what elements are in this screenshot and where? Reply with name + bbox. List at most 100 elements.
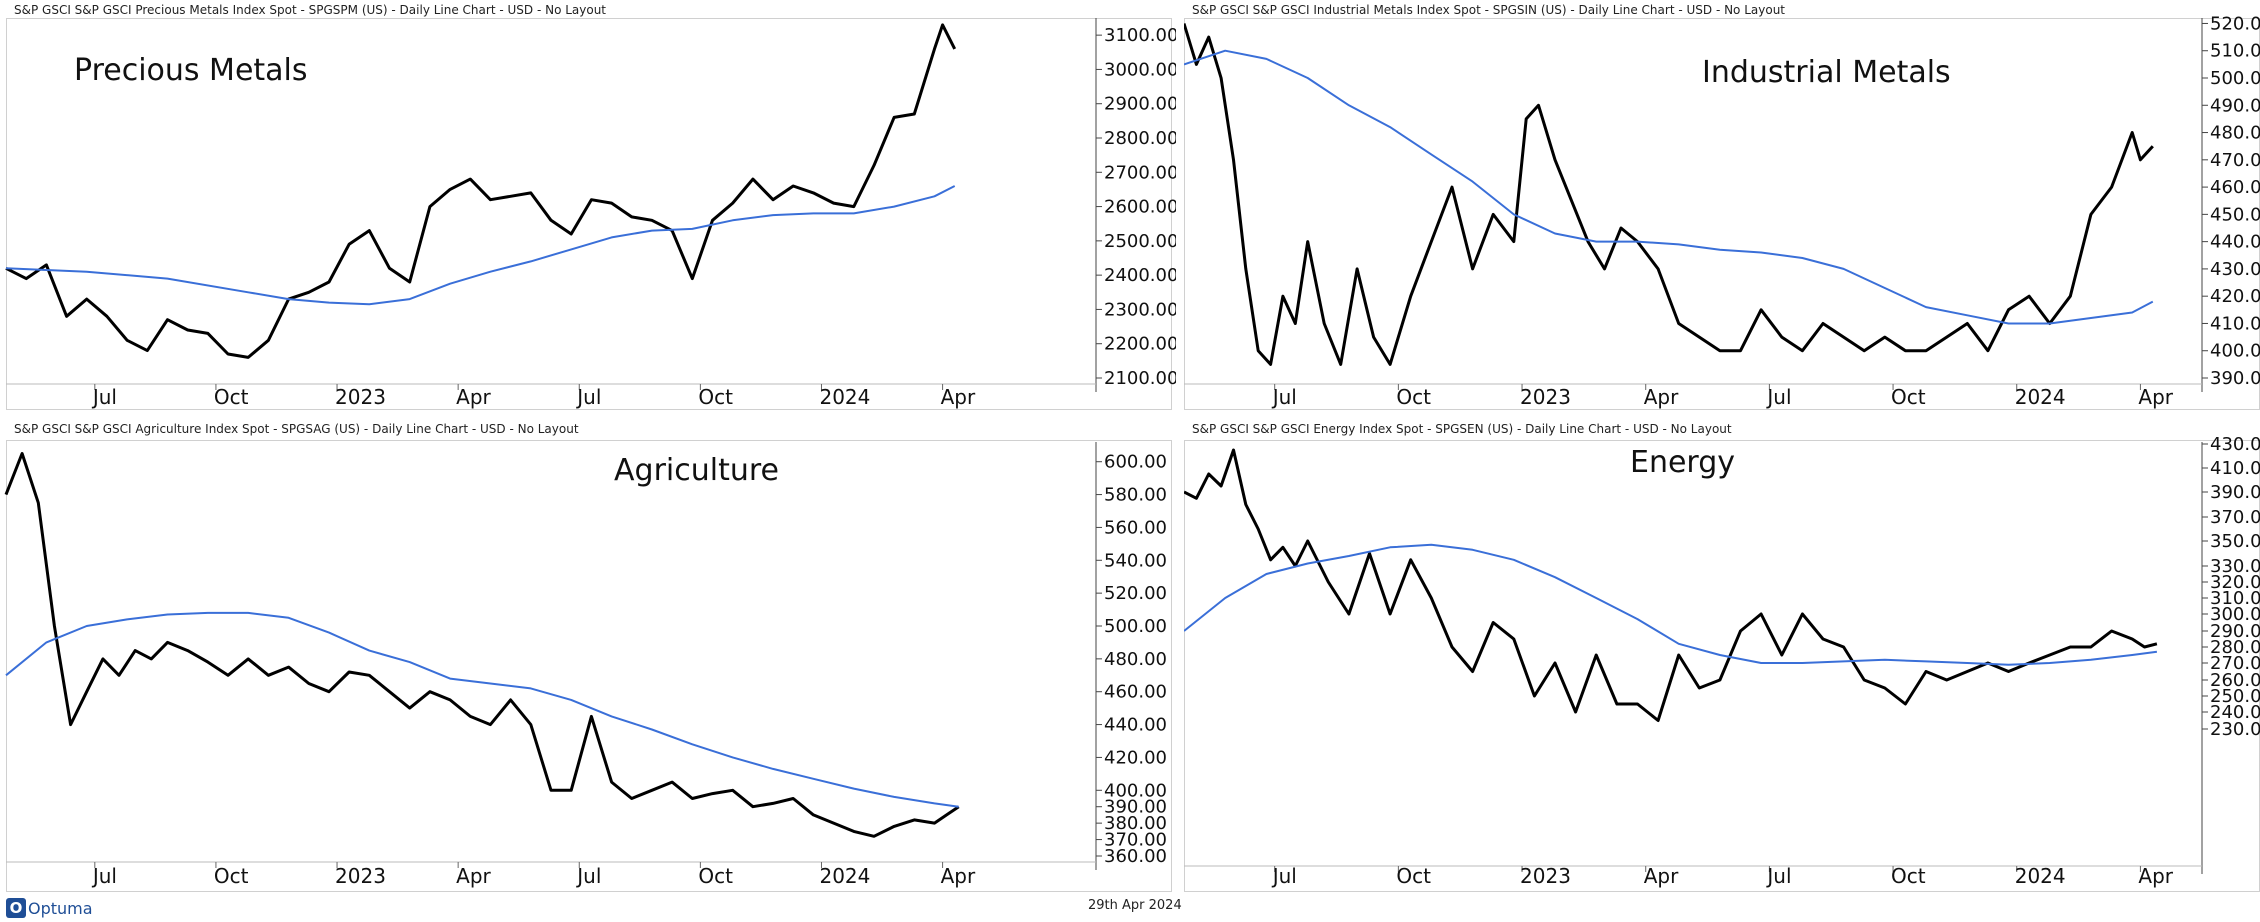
y-tick-label: 3000.00: [1104, 59, 1176, 80]
y-tick-label: 390.00: [2210, 368, 2260, 389]
x-tick-label: Jul: [1765, 385, 1791, 409]
y-tick-label: 240.00: [2210, 702, 2260, 723]
chart-agriculture[interactable]: 600.00 580.00 560.00 540.00 520.00 500.00 480.…: [0, 420, 1176, 892]
y-tick-label: 2600.00: [1104, 197, 1176, 218]
date-stamp: 29th Apr 2024: [1088, 898, 1182, 913]
y-tick-label: 600.00: [1104, 452, 1167, 473]
panel-industrial-metals: S&P GSCI S&P GSCI Industrial Metals Inde…: [1184, 0, 2260, 416]
y-tick-label: 260.00: [2210, 670, 2260, 691]
y-tick-label: 2400.00: [1104, 265, 1176, 286]
moving-average-line: [1184, 543, 2158, 666]
y-tick-label: 390.00: [2210, 482, 2260, 503]
y-tick-label: 390.00: [1104, 797, 1167, 818]
price-line: [4, 452, 960, 838]
x-tick-label: 2024: [819, 864, 870, 888]
y-tick-label: 490.00: [2210, 95, 2260, 116]
x-tick-label: 2024: [2015, 385, 2066, 409]
chart-title: Agriculture: [614, 453, 779, 488]
x-tick-label: Oct: [698, 864, 733, 888]
x-tick-label: 2024: [2015, 864, 2066, 888]
price-line: [1184, 448, 2158, 722]
plot-frame: [1184, 18, 2260, 410]
y-tick-label: 360.00: [1104, 846, 1167, 867]
x-tick-label: Apr: [456, 864, 491, 888]
y-tick-label: 460.00: [2210, 177, 2260, 198]
x-tick-label: Jul: [1271, 385, 1297, 409]
y-tick-label: 2800.00: [1104, 128, 1176, 149]
x-tick-label: Apr: [941, 385, 976, 409]
y-tick-label: 270.00: [2210, 653, 2260, 674]
y-tick-label: 480.00: [1104, 649, 1167, 670]
y-tick-label: 480.00: [2210, 123, 2260, 144]
y-tick-label: 450.00: [2210, 204, 2260, 225]
y-tick-label: 410.00: [2210, 313, 2260, 334]
x-tick-label: Jul: [575, 385, 601, 409]
chart-header: S&P GSCI S&P GSCI Agriculture Index Spot…: [14, 422, 579, 436]
y-tick-label: 520.00: [2210, 13, 2260, 34]
y-tick-label: 420.00: [2210, 286, 2260, 307]
x-tick-label: Jul: [1271, 864, 1297, 888]
x-tick-label: Oct: [1396, 864, 1431, 888]
x-tick-label: 2023: [335, 385, 386, 409]
x-tick-label: 2024: [819, 385, 870, 409]
y-tick-label: 560.00: [1104, 517, 1167, 538]
x-tick-label: Apr: [2138, 385, 2173, 409]
optuma-logo: O Optuma: [6, 896, 93, 920]
chart-precious-metals[interactable]: 3100.00 3000.00 2900.00 2800.00 2700.00 2600.…: [0, 0, 1176, 416]
chart-industrial-metals[interactable]: 520.00 510.00 500.00 490.00 480.00 470.00 460.…: [1184, 0, 2260, 416]
chart-header: S&P GSCI S&P GSCI Energy Index Spot - SP…: [1192, 422, 1732, 436]
y-tick-label: 250.00: [2210, 686, 2260, 707]
y-tick-label: 400.00: [1104, 780, 1167, 801]
y-tick-label: 470.00: [2210, 150, 2260, 171]
panel-agriculture: S&P GSCI S&P GSCI Agriculture Index Spot…: [0, 420, 1176, 892]
chart-title: Industrial Metals: [1702, 55, 1951, 90]
chart-energy[interactable]: 430.00 410.00 390.00 370.00 350.00 330.00320.…: [1184, 420, 2260, 892]
y-tick-label: 350.00: [2210, 531, 2260, 552]
y-tick-label: 380.00: [1104, 813, 1167, 834]
y-tick-label: 400.00: [2210, 341, 2260, 362]
plot-frame: [6, 18, 1172, 410]
x-tick-label: Oct: [698, 385, 733, 409]
y-tick-label: 520.00: [1104, 583, 1167, 604]
y-tick-label: 410.00: [2210, 458, 2260, 479]
x-tick-label: 2023: [1520, 385, 1571, 409]
x-tick-label: Oct: [1891, 385, 1926, 409]
y-tick-label: 440.00: [1104, 715, 1167, 736]
x-tick-label: Apr: [2138, 864, 2173, 888]
chart-title: Precious Metals: [74, 53, 308, 88]
y-tick-label: 500.00: [1104, 616, 1167, 637]
x-tick-label: Jul: [1765, 864, 1791, 888]
moving-average-line: [1184, 49, 2154, 325]
y-tick-label: 370.00: [1104, 830, 1167, 851]
moving-average-line: [5, 185, 956, 306]
x-tick-label: 2023: [1520, 864, 1571, 888]
panel-energy: S&P GSCI S&P GSCI Energy Index Spot - SP…: [1184, 420, 2260, 892]
moving-average-line: [5, 611, 959, 808]
x-tick-label: Jul: [91, 385, 117, 409]
chart-header: S&P GSCI S&P GSCI Precious Metals Index …: [14, 3, 607, 17]
logo-text: Optuma: [28, 898, 93, 918]
plot-frame: [1184, 440, 2260, 892]
y-tick-label: 580.00: [1104, 485, 1167, 506]
x-tick-label: Apr: [1644, 385, 1679, 409]
y-tick-label: 230.00: [2210, 719, 2260, 740]
y-tick-label: 510.00: [2210, 41, 2260, 62]
y-tick-label: 3100.00: [1104, 25, 1176, 46]
y-tick-label: 430.00: [2210, 434, 2260, 455]
x-tick-label: Oct: [1891, 864, 1926, 888]
y-tick-label: 280.00: [2210, 637, 2260, 658]
y-tick-label: 2500.00: [1104, 231, 1176, 252]
y-tick-label: 330.00: [2210, 556, 2260, 577]
price-line: [1184, 23, 2154, 366]
y-tick-label: 460.00: [1104, 682, 1167, 703]
y-tick-label: 2300.00: [1104, 299, 1176, 320]
y-tick-label: 2900.00: [1104, 94, 1176, 115]
y-tick-label: 370.00: [2210, 507, 2260, 528]
x-tick-label: Apr: [1644, 864, 1679, 888]
x-tick-label: Apr: [456, 385, 491, 409]
optuma-logo-icon: O: [6, 898, 26, 918]
panel-precious-metals: S&P GSCI S&P GSCI Precious Metals Index …: [0, 0, 1176, 416]
y-tick-label: 320.00: [2210, 572, 2260, 593]
y-tick-label: 430.00: [2210, 259, 2260, 280]
y-tick-label: 420.00: [1104, 747, 1167, 768]
